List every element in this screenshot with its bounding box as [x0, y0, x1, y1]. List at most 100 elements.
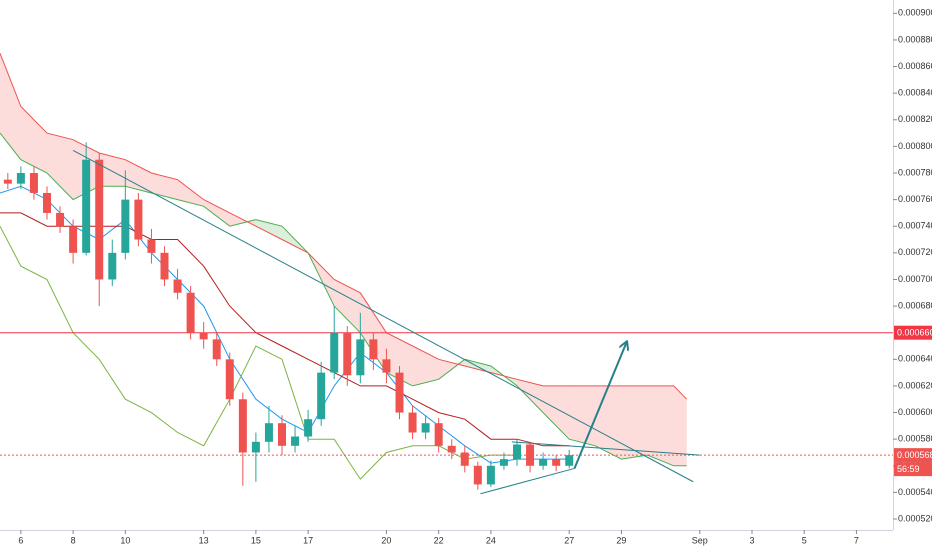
candle-body — [186, 292, 195, 333]
cloud-fill — [386, 332, 413, 386]
x-tick-label: 24 — [486, 535, 496, 545]
indicator-line — [0, 212, 570, 447]
y-tick-label: 0.000620 — [898, 380, 932, 390]
candle-body — [173, 279, 182, 293]
candle-body — [552, 459, 561, 466]
candle-body — [160, 252, 169, 280]
price-label: 0.000660 — [897, 328, 932, 338]
trend-line — [511, 441, 700, 456]
x-tick-label: 27 — [564, 535, 574, 545]
x-tick-label: 29 — [616, 535, 626, 545]
x-tick-label: 7 — [854, 535, 859, 545]
candle-body — [343, 332, 352, 376]
price-label-box — [894, 325, 932, 340]
span-b-line — [0, 53, 688, 400]
y-tick-label: 0.000760 — [898, 194, 932, 204]
candle-body — [69, 226, 78, 253]
candle-body — [382, 359, 391, 373]
cloud-fill — [177, 179, 204, 207]
candle-body — [565, 455, 574, 466]
candle-body — [212, 339, 221, 360]
candle-body — [82, 159, 91, 253]
candle-body — [251, 441, 260, 453]
plot-area — [0, 53, 893, 495]
y-tick-label: 0.000720 — [898, 247, 932, 257]
candle-body — [147, 239, 156, 253]
candle-body — [330, 332, 339, 373]
y-tick-label: 0.000800 — [898, 141, 932, 151]
y-tick-label: 0.000740 — [898, 221, 932, 231]
candle-body — [513, 444, 521, 460]
cloud-fill — [412, 346, 439, 386]
x-tick-label: 3 — [749, 535, 754, 545]
cloud-fill — [673, 385, 687, 466]
y-tick-label: 0.000540 — [898, 487, 932, 497]
candle-body — [473, 465, 482, 485]
countdown-box — [894, 462, 932, 477]
price-label: 0.000568 — [897, 450, 932, 460]
cloud-fill — [647, 385, 674, 466]
candle-body — [16, 173, 25, 184]
arrow — [573, 342, 626, 469]
candle-body — [434, 423, 443, 446]
candle-body — [199, 332, 208, 340]
cloud-fill — [543, 385, 570, 440]
candle-body — [121, 199, 130, 253]
cloud-fill — [47, 133, 74, 200]
x-tick-label: 10 — [120, 535, 130, 545]
candle-body — [264, 423, 273, 442]
cloud-fill — [203, 199, 230, 227]
cloud-fill — [125, 159, 152, 193]
cloud-fill — [569, 385, 596, 446]
candle-body — [43, 192, 51, 213]
candle-body — [369, 339, 378, 360]
candle-body — [539, 459, 548, 466]
candle-body — [278, 423, 286, 446]
y-tick-label: 0.000680 — [898, 300, 932, 310]
candle-body — [291, 436, 300, 446]
x-tick-label: 5 — [802, 535, 807, 545]
cloud-fill — [621, 385, 648, 460]
candle-body — [3, 179, 12, 184]
candle-body — [238, 399, 247, 453]
candle-body — [395, 372, 404, 413]
x-tick-label: Sep — [692, 535, 708, 545]
span-a-line — [0, 132, 687, 467]
candle-body — [56, 212, 65, 227]
trend-line — [72, 149, 694, 483]
countdown-label: 56:59 — [897, 464, 920, 474]
y-tick-label: 0.000580 — [898, 434, 932, 444]
candle-body — [460, 452, 469, 466]
cloud-fill — [20, 106, 47, 174]
cloud-fill — [334, 279, 361, 333]
x-tick-label: 6 — [18, 535, 23, 545]
y-tick-label: 0.000780 — [898, 167, 932, 177]
candle-body — [29, 173, 38, 193]
candle-body — [317, 372, 326, 420]
x-tick-label: 17 — [303, 535, 313, 545]
x-tick-label: 8 — [71, 535, 76, 545]
y-tick-label: 0.000520 — [898, 513, 932, 523]
y-tick-label: 0.000860 — [898, 61, 932, 71]
cloud-fill — [99, 153, 126, 187]
x-tick-label: 13 — [199, 535, 209, 545]
candle-body — [486, 465, 495, 485]
y-tick-label: 0.000820 — [898, 114, 932, 124]
y-tick-label: 0.000600 — [898, 407, 932, 417]
candle-body — [304, 419, 313, 437]
candle-body — [356, 339, 365, 376]
candle-body — [447, 445, 456, 453]
x-tick-label: 15 — [251, 535, 261, 545]
candle-body — [134, 199, 143, 240]
candle-body — [408, 412, 417, 433]
price-label-box — [894, 448, 932, 463]
cloud-fill — [0, 53, 21, 160]
indicator-line — [0, 225, 517, 480]
candle-body — [225, 359, 234, 400]
y-tick-label: 0.000900 — [898, 8, 932, 18]
y-tick-label: 0.000700 — [898, 274, 932, 284]
y-tick-label: 0.000880 — [898, 34, 932, 44]
candle-body — [95, 159, 104, 280]
